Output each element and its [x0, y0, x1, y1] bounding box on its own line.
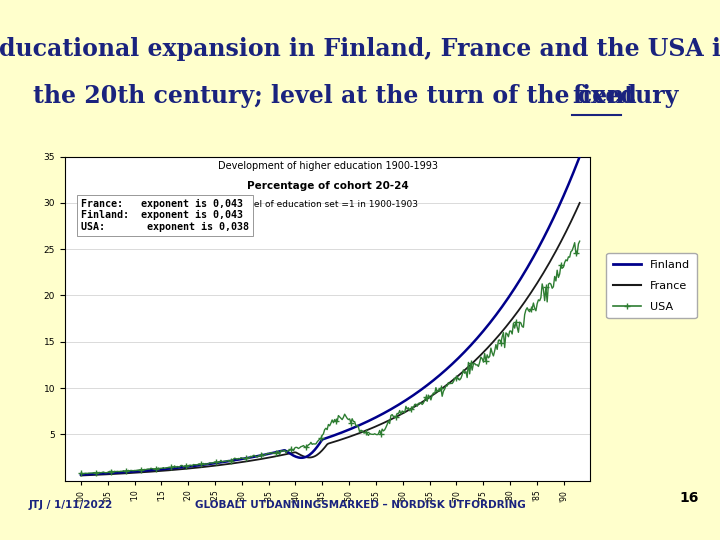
Line: Finland: Finland	[81, 157, 580, 475]
Finland	[436, 371, 445, 377]
Text: Educational expansion in Finland, France and the USA in: Educational expansion in Finland, France…	[0, 37, 720, 61]
Text: JTJ / 1/11/2022: JTJ / 1/11/2022	[29, 500, 113, 510]
Finland	[274, 448, 283, 455]
Text: Percentage of cohort 20-24: Percentage of cohort 20-24	[247, 181, 408, 191]
Legend: Finland, France, USA: Finland, France, USA	[606, 253, 696, 319]
Line: USA: USA	[81, 241, 580, 474]
France	[436, 386, 445, 393]
France	[274, 453, 283, 459]
Line: France: France	[81, 203, 580, 476]
Text: GLOBALT UTDANNINGSMARKED – NORDISK UTFORDRING: GLOBALT UTDANNINGSMARKED – NORDISK UTFOR…	[194, 500, 526, 510]
USA	[138, 467, 146, 473]
Text: Development of higher education 1900-1993: Development of higher education 1900-199…	[217, 161, 438, 172]
France	[575, 200, 584, 206]
USA	[441, 386, 449, 393]
France	[390, 414, 399, 421]
Text: Level of education set =1 in 1900-1903: Level of education set =1 in 1900-1903	[238, 200, 418, 210]
USA	[575, 238, 584, 245]
France	[439, 384, 448, 391]
USA	[240, 456, 249, 462]
Finland	[239, 456, 248, 462]
France	[137, 469, 145, 476]
USA	[275, 451, 284, 458]
France	[76, 472, 85, 479]
USA	[438, 393, 446, 400]
Text: 16: 16	[679, 491, 698, 505]
Text: fixed: fixed	[572, 84, 637, 109]
Finland	[76, 471, 85, 478]
USA	[76, 470, 85, 476]
Finland	[575, 153, 584, 160]
Finland	[137, 468, 145, 474]
Finland	[439, 369, 448, 375]
USA	[392, 414, 400, 420]
Finland	[390, 404, 399, 410]
France	[239, 458, 248, 465]
Text: France:   exponent is 0,043
Finland:  exponent is 0,043
USA:       exponent is 0: France: exponent is 0,043 Finland: expon…	[81, 199, 248, 232]
USA	[79, 470, 88, 477]
Text: the 20th century; level at the turn of the century: the 20th century; level at the turn of t…	[33, 84, 687, 109]
